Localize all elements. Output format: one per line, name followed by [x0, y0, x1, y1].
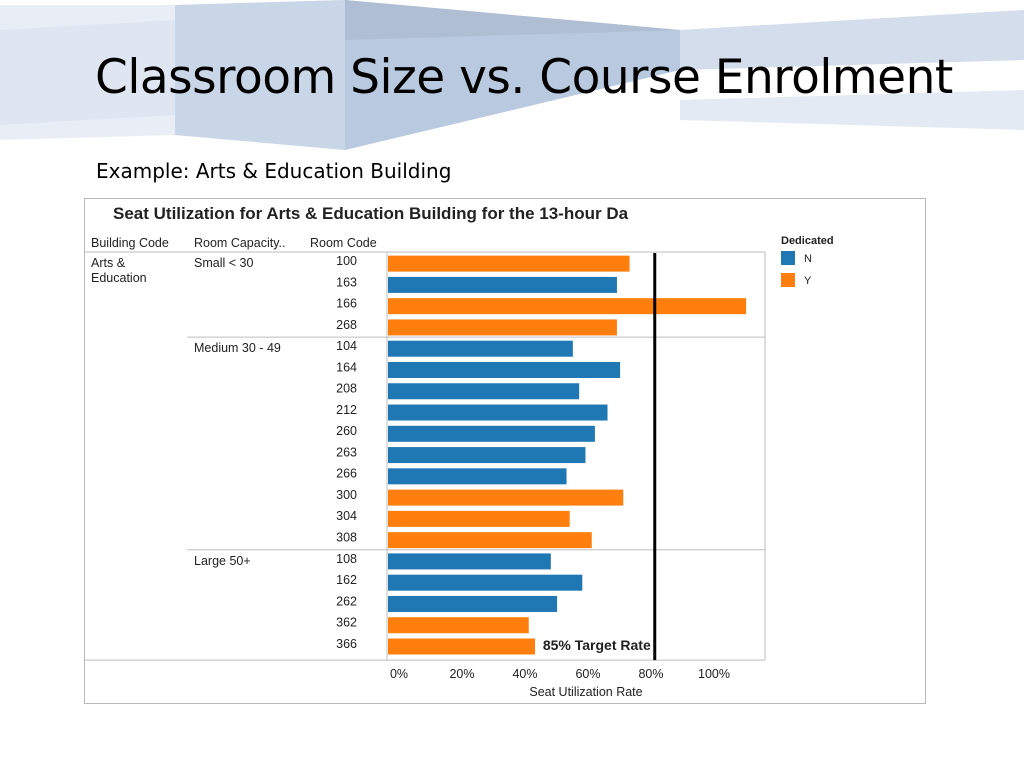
bar-room-162: [388, 574, 583, 591]
bar-room-100: [388, 255, 630, 272]
room-capacity-label: Medium 30 - 49: [194, 341, 281, 355]
x-tick-label: 80%: [638, 667, 663, 681]
bar-room-300: [388, 489, 624, 506]
legend-label-N: N: [804, 253, 812, 265]
room-code-label: 366: [336, 637, 357, 651]
room-code-label: 300: [336, 488, 357, 502]
room-code-label: 166: [336, 297, 357, 311]
legend-swatch-N: [781, 251, 795, 265]
legend-swatch-Y: [781, 273, 795, 287]
column-header-room-code: Room Code: [310, 236, 377, 250]
room-code-label: 164: [336, 360, 357, 374]
room-code-label: 212: [336, 403, 357, 417]
room-code-label: 266: [336, 467, 357, 481]
utilization-chart: Seat Utilization for Arts & Education Bu…: [85, 204, 834, 699]
x-tick-label: 100%: [698, 667, 730, 681]
room-capacity-label: Large 50+: [194, 554, 251, 568]
slide-title: Classroom Size vs. Course Enrolment: [95, 50, 953, 105]
bar-room-164: [388, 361, 621, 378]
x-axis-label: Seat Utilization Rate: [529, 685, 642, 699]
bar-room-304: [388, 510, 570, 527]
room-code-label: 263: [336, 445, 357, 459]
bar-room-260: [388, 425, 595, 442]
room-code-label: 208: [336, 382, 357, 396]
bar-room-262: [388, 595, 558, 612]
x-tick-label: 40%: [512, 667, 537, 681]
target-rate-label: 85% Target Rate: [543, 637, 651, 653]
chart-body: Arts & Education Small < 30 100 163 166 268 Med…: [85, 235, 834, 699]
room-capacity-label: Small < 30: [194, 256, 253, 270]
chart-frame: Seat Utilization for Arts & Education Bu…: [84, 198, 926, 704]
bar-room-212: [388, 404, 608, 421]
room-code-label: 308: [336, 531, 357, 545]
x-tick-label: 0%: [390, 667, 408, 681]
room-code-label: 362: [336, 616, 357, 630]
column-header-room-capacity: Room Capacity..: [194, 236, 285, 250]
bar-room-268: [388, 319, 617, 336]
bar-room-266: [388, 468, 567, 485]
column-header-building-code: Building Code: [91, 236, 169, 250]
room-code-label: 163: [336, 275, 357, 289]
legend-label-Y: Y: [804, 275, 812, 287]
title-banner-decoration: [0, 0, 1024, 150]
room-code-label: 108: [336, 552, 357, 566]
room-code-label: 304: [336, 509, 357, 523]
room-code-label: 100: [336, 254, 357, 268]
room-code-label: 104: [336, 339, 357, 353]
chart-title: Seat Utilization for Arts & Education Bu…: [113, 204, 629, 223]
legend-title: Dedicated: [781, 235, 834, 247]
bar-room-263: [388, 447, 586, 464]
building-code-label: Arts & Education: [91, 256, 147, 285]
room-code-label: 260: [336, 424, 357, 438]
bar-room-108: [388, 553, 551, 570]
bar-room-366: [388, 638, 536, 655]
slide-subtitle: Example: Arts & Education Building: [96, 159, 452, 183]
bar-room-308: [388, 532, 592, 549]
bar-room-362: [388, 617, 529, 634]
bar-room-208: [388, 383, 580, 400]
room-code-label: 162: [336, 573, 357, 587]
x-tick-label: 60%: [575, 667, 600, 681]
room-code-label: 262: [336, 594, 357, 608]
bar-room-163: [388, 276, 617, 293]
bar-room-166: [388, 298, 747, 315]
room-code-label: 268: [336, 318, 357, 332]
x-tick-label: 20%: [449, 667, 474, 681]
bar-room-104: [388, 340, 573, 357]
